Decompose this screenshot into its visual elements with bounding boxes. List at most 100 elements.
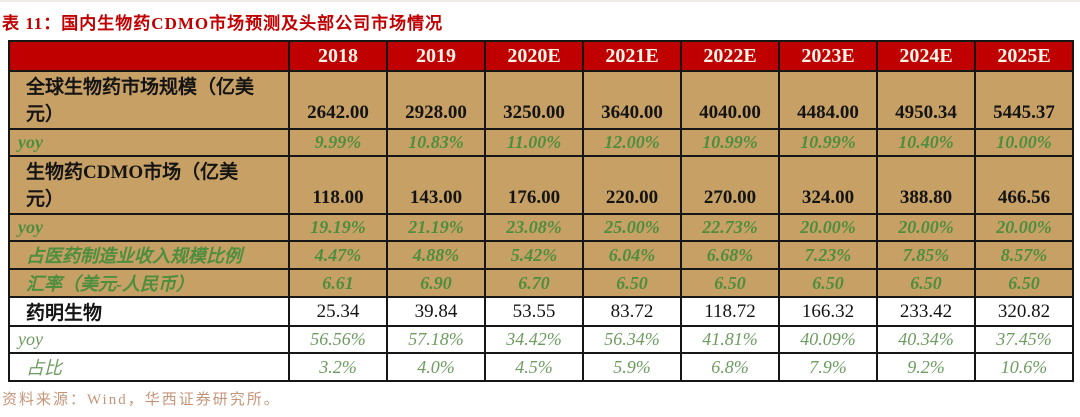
cell-value: 25.34: [288, 296, 388, 328]
cell-value: 320.82: [974, 296, 1074, 328]
cdmo-market-table: 2018 2019 2020E 2021E 2022E 2023E 2024E 2025E 全…: [8, 40, 1074, 383]
cell-value: 4.88%: [386, 240, 486, 271]
cell-value: 4.5%: [484, 352, 584, 383]
cell-value: 2642.00: [288, 69, 388, 131]
cell-value: 10.99%: [778, 128, 878, 158]
cell-value: 3640.00: [582, 69, 682, 131]
cell-value: 34.42%: [484, 325, 584, 355]
source-note: 资料来源：Wind，华西证券研究所。: [2, 392, 281, 409]
cell-value: 9.99%: [288, 128, 388, 158]
cell-value: 270.00: [680, 155, 780, 216]
cell-value: 56.34%: [582, 325, 682, 355]
cell-value: 6.50: [974, 268, 1074, 299]
cell-value: 166.32: [778, 296, 878, 328]
cell-value: 39.84: [386, 296, 486, 328]
cell-value: 118.00: [288, 155, 388, 216]
cell-value: 11.00%: [484, 128, 584, 158]
year-column-header: 2020E: [484, 40, 584, 72]
cell-value: 7.9%: [778, 352, 878, 383]
cell-value: 56.56%: [288, 325, 388, 355]
cell-value: 6.8%: [680, 352, 780, 383]
cell-value: 4484.00: [778, 69, 878, 131]
cell-value: 5.9%: [582, 352, 682, 383]
row-label: yoy: [8, 213, 290, 243]
cell-value: 118.72: [680, 296, 780, 328]
header-row: 2018 2019 2020E 2021E 2022E 2023E 2024E 2025E: [8, 40, 1074, 72]
row-label: 占比: [8, 352, 290, 383]
year-column-header: 2025E: [974, 40, 1074, 72]
table-row: 占比 3.2% 4.0% 4.5% 5.9% 6.8% 7.9% 9.2% 10.6%: [8, 352, 1074, 383]
cell-value: 143.00: [386, 155, 486, 216]
cell-value: 4950.34: [876, 69, 976, 131]
cell-value: 6.70: [484, 268, 584, 299]
table-title: 表 11：国内生物药CDMO市场预测及头部公司市场情况: [2, 14, 444, 33]
table-body: 全球生物药市场规模（亿美 元） 2642.00 2928.00 3250.00 3640…: [8, 69, 1074, 383]
row-label: 生物药CDMO市场（亿美 元）: [8, 155, 290, 216]
cell-value: 466.56: [974, 155, 1074, 216]
cell-value: 40.09%: [778, 325, 878, 355]
cell-value: 20.00%: [974, 213, 1074, 243]
cell-value: 176.00: [484, 155, 584, 216]
year-column-header: 2023E: [778, 40, 878, 72]
table-row: 汇率（美元-人民币） 6.61 6.90 6.70 6.50 6.50 6.50 6.50 6.…: [8, 268, 1074, 299]
row-label: 汇率（美元-人民币）: [8, 268, 290, 299]
cell-value: 25.00%: [582, 213, 682, 243]
cell-value: 20.00%: [778, 213, 878, 243]
table-row: yoy 56.56% 57.18% 34.42% 56.34% 41.81% 40.09% 4…: [8, 325, 1074, 355]
cell-value: 220.00: [582, 155, 682, 216]
cell-value: 6.50: [778, 268, 878, 299]
table-row: yoy 9.99% 10.83% 11.00% 12.00% 10.99% 10.99% 10…: [8, 128, 1074, 158]
row-label: 全球生物药市场规模（亿美 元）: [8, 69, 290, 131]
cell-value: 83.72: [582, 296, 682, 328]
cell-value: 4040.00: [680, 69, 780, 131]
cell-value: 6.50: [876, 268, 976, 299]
cell-value: 10.00%: [974, 128, 1074, 158]
cell-value: 9.2%: [876, 352, 976, 383]
cell-value: 7.85%: [876, 240, 976, 271]
cell-value: 10.99%: [680, 128, 780, 158]
year-column-header: 2018: [288, 40, 388, 72]
year-column-header: 2024E: [876, 40, 976, 72]
table-row: 占医药制造业收入规模比例 4.47% 4.88% 5.42% 6.04% 6.68% 7.2…: [8, 240, 1074, 271]
cell-value: 22.73%: [680, 213, 780, 243]
cell-value: 23.08%: [484, 213, 584, 243]
table-header: 2018 2019 2020E 2021E 2022E 2023E 2024E 2025E: [8, 40, 1074, 72]
cell-value: 6.50: [680, 268, 780, 299]
cell-value: 10.6%: [974, 352, 1074, 383]
cell-value: 6.90: [386, 268, 486, 299]
year-column-header: 2022E: [680, 40, 780, 72]
cell-value: 37.45%: [974, 325, 1074, 355]
cell-value: 57.18%: [386, 325, 486, 355]
cell-value: 7.23%: [778, 240, 878, 271]
row-label: 占医药制造业收入规模比例: [8, 240, 290, 271]
cell-value: 6.61: [288, 268, 388, 299]
table-row: 全球生物药市场规模（亿美 元） 2642.00 2928.00 3250.00 3640…: [8, 69, 1074, 131]
cell-value: 10.83%: [386, 128, 486, 158]
cell-value: 5.42%: [484, 240, 584, 271]
row-label: 药明生物: [8, 296, 290, 328]
corner-cell: [8, 40, 290, 72]
table-row: yoy 19.19% 21.19% 23.08% 25.00% 22.73% 20.00% 2…: [8, 213, 1074, 243]
year-column-header: 2021E: [582, 40, 682, 72]
cell-value: 324.00: [778, 155, 878, 216]
cell-value: 10.40%: [876, 128, 976, 158]
cell-value: 12.00%: [582, 128, 682, 158]
table-row: 生物药CDMO市场（亿美 元） 118.00 143.00 176.00 220.00 2…: [8, 155, 1074, 216]
cell-value: 2928.00: [386, 69, 486, 131]
cell-value: 6.68%: [680, 240, 780, 271]
cell-value: 4.0%: [386, 352, 486, 383]
cell-value: 233.42: [876, 296, 976, 328]
cell-value: 5445.37: [974, 69, 1074, 131]
cell-value: 41.81%: [680, 325, 780, 355]
cell-value: 20.00%: [876, 213, 976, 243]
table-row: 药明生物 25.34 39.84 53.55 83.72 118.72 166.32 233.…: [8, 296, 1074, 328]
cell-value: 4.47%: [288, 240, 388, 271]
cell-value: 3250.00: [484, 69, 584, 131]
cell-value: 21.19%: [386, 213, 486, 243]
cell-value: 8.57%: [974, 240, 1074, 271]
cell-value: 6.50: [582, 268, 682, 299]
cell-value: 6.04%: [582, 240, 682, 271]
cell-value: 40.34%: [876, 325, 976, 355]
year-column-header: 2019: [386, 40, 486, 72]
